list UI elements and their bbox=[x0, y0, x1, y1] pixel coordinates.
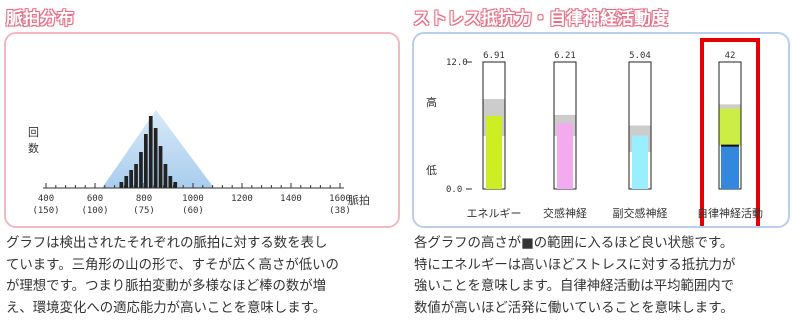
stress-bar-fill bbox=[486, 115, 502, 189]
stress-title: ストレス抵抗力・自律神経活動度 bbox=[413, 9, 668, 29]
stress-chart: 高 低 12.0 0.0 6.91 エネルギー 6.21 交感神経 5.04 副交感神経 4… bbox=[426, 38, 763, 230]
histogram-description: グラフは検出されたそれぞれの脈拍に対する数を表し ています。三角形の山の形で、す… bbox=[6, 233, 398, 319]
stress-description-line: 各グラフの高さが■の範囲に入るほど良い状態です。 bbox=[414, 236, 734, 251]
x-tick-label: 1400 bbox=[280, 194, 302, 204]
histogram-bar bbox=[158, 146, 163, 188]
histogram-bar bbox=[173, 182, 178, 188]
histogram-description-line: が理想です。つまり脈拍変動が多様なほど棒の数が増 bbox=[6, 279, 327, 294]
y-high-label: 高 bbox=[426, 95, 437, 109]
x-tick-label: 600 bbox=[87, 194, 103, 204]
histogram-bar bbox=[134, 164, 138, 188]
stress-bar-label: 副交感神経 bbox=[613, 206, 668, 220]
x-tick-label-sub: (150) bbox=[32, 206, 59, 216]
ylabel-bottom: 数 bbox=[28, 142, 39, 155]
x-tick-label: 400 bbox=[38, 194, 54, 204]
histogram-description-line: ています。三角形の山の形で、すそが広く高さが低いの bbox=[6, 257, 339, 273]
histogram-bar bbox=[129, 170, 133, 188]
ylabel-top: 回 bbox=[28, 126, 39, 139]
stress-panel: 高 低 12.0 0.0 6.91 エネルギー 6.21 交感神経 5.04 副交感神経 4… bbox=[412, 32, 790, 230]
x-tick-label: 1200 bbox=[231, 194, 253, 204]
x-unit-label: 脈拍 bbox=[348, 193, 370, 207]
stress-bar-label: エネルギー bbox=[467, 207, 522, 220]
stress-description: 各グラフの高さが■の範囲に入るほど良い状態です。 特にエネルギーは高いほどストレ… bbox=[414, 233, 792, 319]
y-top-value: 12.0 bbox=[446, 58, 468, 68]
histogram-panel: 回 数 400 (150) 600 (100) 800 (75) 1000 (60) 1200 1… bbox=[4, 32, 400, 228]
x-tick-label: 800 bbox=[136, 194, 152, 204]
stress-bar-label: 自律神経活動 bbox=[697, 206, 763, 220]
stress-description-line: 特にエネルギーは高いほどストレスに対する抵抗力が bbox=[414, 257, 736, 273]
stress-bar-label: 交感神経 bbox=[543, 206, 587, 220]
histogram-description-line: え、環境変化への適応能力が高いことを意味します。 bbox=[6, 300, 327, 316]
stress-description-line: 数値が高いほど活発に働いていることを意味します。 bbox=[414, 300, 734, 316]
histogram-bars bbox=[119, 116, 178, 188]
x-tick-label-sub: (75) bbox=[133, 206, 155, 216]
stress-bar-value: 6.21 bbox=[554, 51, 576, 61]
histogram-bar bbox=[148, 116, 153, 188]
x-tick-label: 1600 bbox=[329, 194, 351, 204]
y-bottom-value: 0.0 bbox=[446, 185, 462, 195]
x-tick-label: 1000 bbox=[182, 194, 204, 204]
histogram-bar bbox=[144, 134, 148, 188]
x-tick-label-sub: (60) bbox=[182, 206, 204, 216]
stress-bars: 6.91 エネルギー 6.21 交感神経 5.04 副交感神経 42 自律神経活動 bbox=[467, 38, 763, 230]
stress-bar-value: 6.91 bbox=[483, 51, 505, 61]
distribution-triangle bbox=[102, 110, 214, 188]
histogram-bar bbox=[153, 128, 158, 188]
x-ticks bbox=[45, 183, 341, 188]
stress-bar-fill bbox=[721, 145, 739, 189]
x-tick-label-sub: (100) bbox=[81, 206, 108, 216]
histogram-title: 脈拍分布 bbox=[6, 9, 74, 29]
stress-bar-fill bbox=[632, 135, 648, 189]
histogram-bar bbox=[163, 164, 168, 188]
histogram-description-line: グラフは検出されたそれぞれの脈拍に対する数を表し bbox=[6, 236, 328, 251]
histogram-bar bbox=[139, 152, 143, 188]
stress-bar-fill bbox=[557, 123, 573, 189]
histogram-bar bbox=[168, 176, 173, 188]
stress-bar-value: 42 bbox=[725, 51, 736, 61]
stress-description-line: 強いことを意味します。自律神経活動は平均範囲内で bbox=[414, 279, 735, 294]
histogram-chart: 回 数 400 (150) 600 (100) 800 (75) 1000 (60) 1200 1… bbox=[28, 110, 370, 216]
histogram-bar bbox=[119, 182, 124, 188]
y-low-label: 低 bbox=[426, 164, 437, 177]
stress-bar-value: 5.04 bbox=[629, 51, 651, 61]
x-tick-labels: 400 (150) 600 (100) 800 (75) 1000 (60) 1200 1400 1… bbox=[32, 194, 350, 216]
stress-activity-range bbox=[719, 108, 741, 146]
histogram-bar bbox=[124, 176, 129, 188]
x-tick-label-sub: (38) bbox=[329, 206, 351, 216]
